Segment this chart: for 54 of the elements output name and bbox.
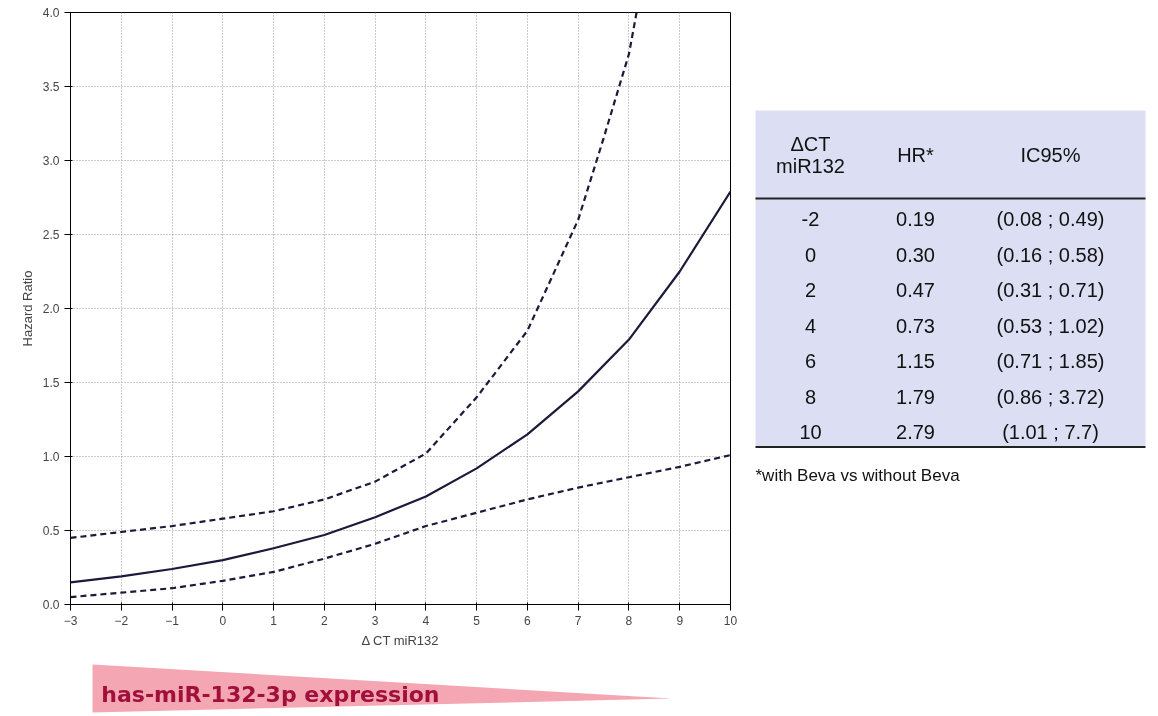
text: 0.73	[896, 314, 935, 337]
y-tick-label: 4.0	[42, 6, 60, 20]
line-series	[70, 12, 638, 539]
text: 0.19	[896, 208, 935, 231]
text: 1.79	[896, 385, 935, 408]
text: ΔCT miR132	[776, 132, 845, 177]
line-series	[70, 190, 731, 584]
text: (0.71 ; 1.85)	[996, 350, 1105, 373]
text: has-miR-132-3p expression	[101, 682, 440, 707]
text: IC95%	[1020, 143, 1081, 166]
text: 6	[804, 350, 817, 373]
x-tick-label: 4	[422, 613, 430, 628]
text: -2	[801, 208, 820, 231]
text: (0.86 ; 3.72)	[996, 385, 1105, 408]
x-tick-label: 0	[219, 613, 227, 628]
text: 4	[804, 314, 817, 337]
text: *with Beva vs without Beva	[755, 465, 961, 485]
text: (0.31 ; 0.71)	[996, 279, 1105, 302]
x-tick-label: 5	[473, 613, 481, 628]
x-tick-label: 3	[371, 613, 379, 628]
y-tick-label: 3.5	[42, 80, 60, 94]
x-tick-label: 1	[270, 613, 278, 628]
x-axis-title: Δ CT miR132	[361, 632, 439, 648]
y-tick-label: 2.0	[42, 302, 60, 316]
y-tick-label: 0.5	[42, 524, 60, 538]
text: 2.79	[896, 421, 935, 444]
x-tick-label: −3	[63, 613, 78, 628]
line-series	[70, 453, 731, 599]
text: 8	[804, 385, 817, 408]
text: 2	[804, 279, 817, 302]
y-tick-label: 0.0	[42, 598, 60, 612]
x-tick-label: 2	[321, 613, 329, 628]
text: 10	[799, 421, 822, 444]
text: 1.15	[896, 350, 935, 373]
text: 0.47	[896, 279, 935, 302]
x-tick-label: 6	[524, 613, 532, 628]
y-tick-label: 1.5	[42, 376, 60, 390]
text: 0	[804, 243, 817, 266]
x-tick-label: 10	[723, 613, 738, 628]
text: 0.30	[896, 243, 935, 266]
text: (1.01 ; 7.7)	[1002, 421, 1099, 444]
y-axis-title: Hazard Ratio	[19, 270, 35, 347]
x-tick-label: 9	[676, 613, 684, 628]
x-tick-label: 8	[625, 613, 633, 628]
text: (0.16 ; 0.58)	[996, 243, 1105, 266]
x-tick-label: −2	[114, 613, 129, 628]
y-tick-label: 1.0	[42, 450, 60, 464]
x-tick-label: 7	[574, 613, 582, 628]
text: (0.08 ; 0.49)	[996, 208, 1105, 231]
text: (0.53 ; 1.02)	[996, 314, 1105, 337]
text: HR*	[897, 143, 935, 166]
x-tick-label: −1	[165, 613, 180, 628]
y-tick-label: 3.0	[42, 154, 60, 168]
y-tick-label: 2.5	[42, 228, 60, 242]
